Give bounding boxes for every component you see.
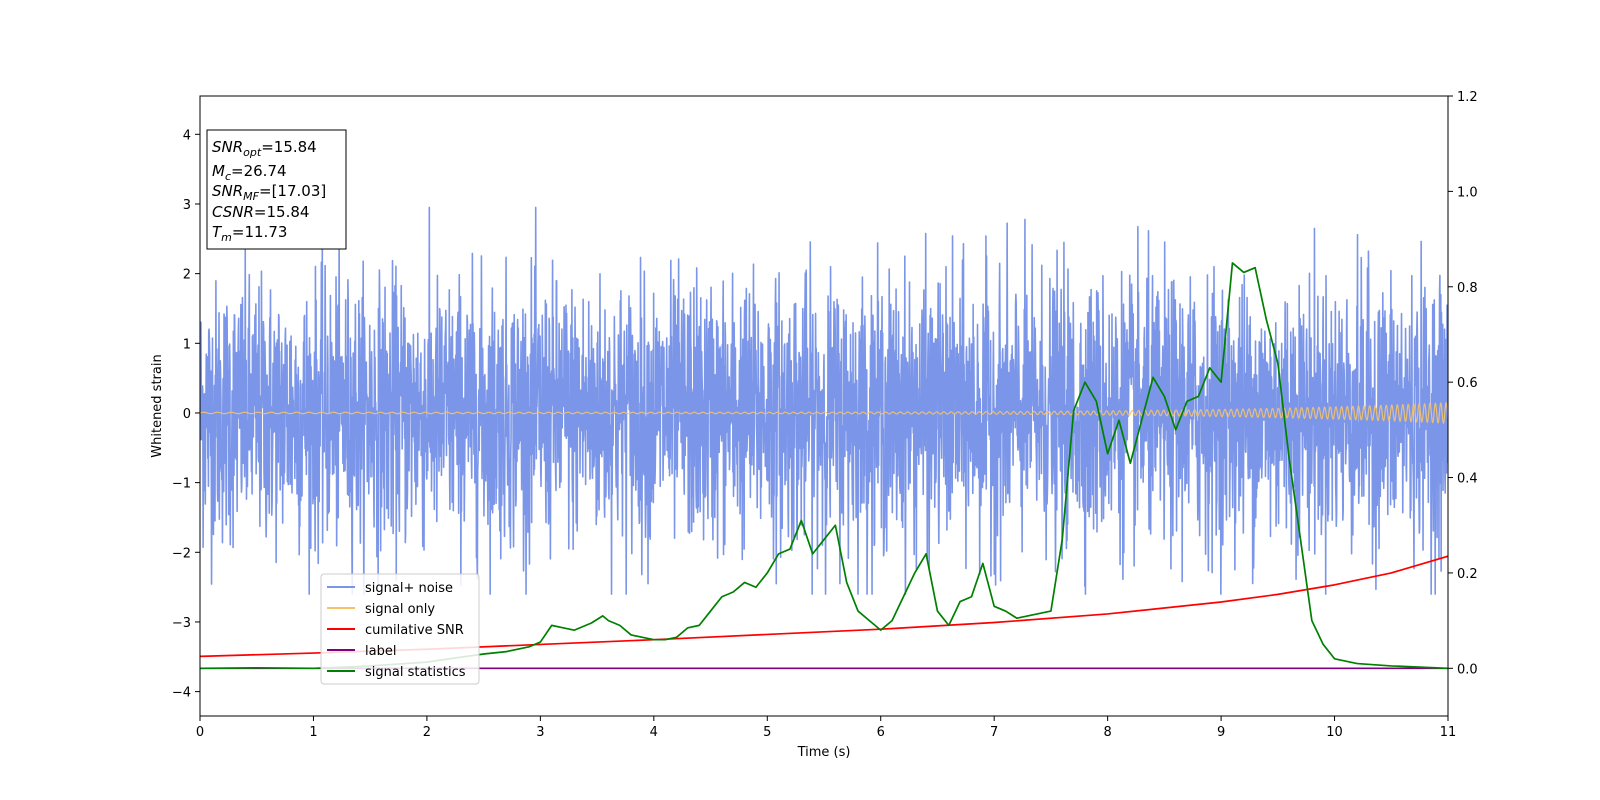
x-tick-label: 9 [1217, 725, 1225, 740]
x-tick-label: 10 [1326, 725, 1343, 740]
annotation-value: =[17.03] [259, 182, 326, 200]
y-tick-label: −2 [172, 546, 191, 561]
annotation-line-3: CSNR=15.84 [212, 203, 309, 221]
annotation-line-1: Mc=26.74 [212, 162, 287, 183]
x-axis-label: Time (s) [797, 745, 851, 760]
annotation-subscript: opt [243, 146, 262, 159]
y-tick-label: 3 [183, 198, 191, 213]
y-axis-label: Whitened strain [150, 354, 165, 457]
annotation-line-2: SNRMF=[17.03] [212, 182, 326, 203]
y-tick-label: 4 [183, 128, 191, 143]
annotation-lines: SNRopt=15.84Mc=26.74SNRMF=[17.03]CSNR=15… [212, 138, 326, 244]
legend-label: signal statistics [365, 665, 466, 680]
y-tick-label: 0 [183, 407, 191, 422]
y-right-tick-label: 0.6 [1457, 376, 1478, 391]
annotation-frame [206, 129, 347, 250]
annotation-value: =11.73 [232, 223, 288, 241]
annotation-symbol: CSNR [212, 203, 254, 221]
y-tick-label: −3 [172, 616, 191, 631]
x-tick-label: 3 [536, 725, 544, 740]
y-right-tick-label: 1.2 [1457, 90, 1478, 105]
annotation-value: =26.74 [231, 162, 287, 180]
annotation-symbol: M [212, 162, 225, 180]
x-tick-label: 1 [309, 725, 317, 740]
annotation-subscript: m [221, 231, 232, 244]
y-right-tick-label: 1.0 [1457, 185, 1478, 200]
annotation-subscript: c [225, 170, 231, 183]
annotation-value: =15.84 [261, 138, 317, 156]
x-tick-label: 0 [196, 725, 204, 740]
y-right-tick-label: 0.8 [1457, 281, 1478, 296]
annotation-line-4: Tm=11.73 [212, 223, 287, 244]
annotation-value: =15.84 [254, 203, 310, 221]
x-tick-label: 5 [763, 725, 771, 740]
y-tick-label: 2 [183, 268, 191, 283]
annotation-symbol: SNR [212, 182, 243, 200]
legend-frame [320, 573, 480, 685]
plot-frame [199, 95, 1449, 717]
series-line-4 [200, 262, 1448, 670]
x-tick-label: 2 [423, 725, 431, 740]
annotation-subscript: MF [243, 190, 259, 203]
y-right-tick-label: 0.0 [1457, 662, 1478, 677]
annotation-line-0: SNRopt=15.84 [212, 138, 317, 159]
legend-items: signal+ noise signal only cumilative SNR la… [327, 581, 466, 680]
annotation-symbol: T [212, 223, 223, 241]
legend-label: signal only [365, 602, 435, 617]
legend: signal+ noise signal only cumilative SNR la… [320, 573, 480, 685]
y-tick-label: 1 [183, 337, 191, 352]
x-tick-label: 8 [1103, 725, 1111, 740]
y-right-tick-label: 0.4 [1457, 472, 1478, 487]
annotation-box: SNRopt=15.84Mc=26.74SNRMF=[17.03]CSNR=15… [206, 129, 347, 250]
legend-label: label [365, 644, 396, 659]
x-tick-label: 6 [877, 725, 885, 740]
legend-label: signal+ noise [365, 581, 453, 596]
x-tick-label: 11 [1440, 725, 1457, 740]
series-line-1 [200, 402, 1448, 424]
y-right-tick-label: 0.2 [1457, 567, 1478, 582]
axes-layer: 0 1 2 3 4 5 6 7 8 9 10 11 −4 −3 −2 −1 0 1 2 3 4 0.0 0.2 0.4 0.6 0… [172, 90, 1478, 740]
legend-label: cumilative SNR [365, 623, 464, 638]
x-tick-label: 7 [990, 725, 998, 740]
y-tick-label: −1 [172, 477, 191, 492]
y-tick-label: −4 [172, 686, 191, 701]
x-tick-label: 4 [650, 725, 658, 740]
annotation-symbol: SNR [212, 138, 243, 156]
